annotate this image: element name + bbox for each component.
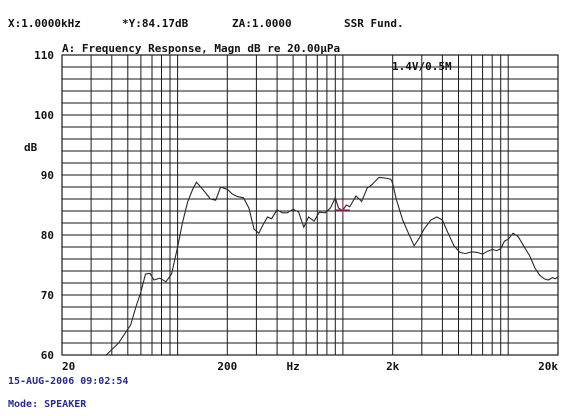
y-tick-label: 110 — [34, 49, 54, 62]
mode-indicator: Mode: SPEAKER — [8, 399, 87, 410]
cursor-marker — [335, 201, 350, 215]
grid-lines — [62, 55, 558, 355]
y-tick-label: 60 — [41, 349, 54, 362]
mode-label: SSR Fund. — [344, 17, 404, 30]
y-tick-label: 90 — [41, 169, 54, 182]
x-readout: X:1.0000kHz — [8, 17, 81, 30]
series-group — [105, 176, 559, 356]
x-tick-label: 200 — [217, 360, 237, 373]
series-line — [105, 176, 559, 356]
plot-frame — [61, 54, 559, 356]
y-tick-labels: 110 100 90 80 70 60 — [34, 49, 54, 362]
y-readout: *Y:84.17dB — [122, 17, 189, 30]
y-tick-label: 100 — [34, 109, 54, 122]
x-tick-label: 20k — [538, 360, 558, 373]
y-axis-label: dB — [24, 141, 38, 154]
x-tick-label: Hz — [286, 360, 299, 373]
y-tick-label: 70 — [41, 289, 54, 302]
y-tick-label: 80 — [41, 229, 54, 242]
timestamp: 15-AUG-2006 09:02:54 — [8, 376, 128, 387]
chart-title: A: Frequency Response, Magn dB re 20.00μ… — [62, 42, 340, 55]
scale-label: 1.4V/0.5M — [392, 60, 452, 73]
x-tick-label: 2k — [386, 360, 400, 373]
za-readout: ZA:1.0000 — [232, 17, 292, 30]
x-tick-label: 20 — [62, 360, 75, 373]
x-tick-labels: 20 200 Hz 2k 20k — [62, 360, 558, 373]
